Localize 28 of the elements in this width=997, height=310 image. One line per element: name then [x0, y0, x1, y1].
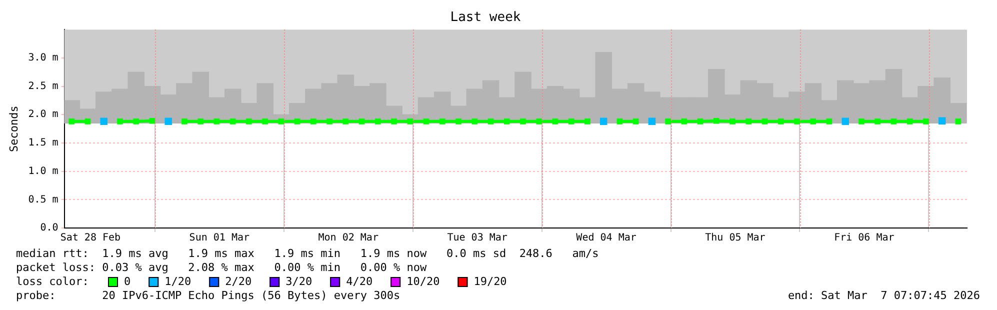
y-tick-label: 0.0	[40, 222, 58, 234]
text: packet loss: 0.03 % avg 2.08 % max 0.00 % min 0.00 % now	[16, 260, 427, 274]
legend-label: 1/20	[164, 274, 192, 288]
legend-label: 19/20	[474, 274, 507, 288]
text: probe: 20 IPv6-ICMP Echo Pings (56 Bytes) every 300s	[16, 288, 400, 302]
text: median rtt: 1.9 ms avg 1.9 ms max 1.9 ms min 1.9 ms now 0.0 ms sd 248.6 am/s	[16, 246, 599, 260]
x-tick-label: Sat 28 Feb	[60, 232, 121, 244]
legend-label: 4/20	[346, 274, 373, 288]
y-axis-title: Seconds	[7, 106, 20, 152]
legend-label: 0	[124, 274, 131, 288]
y-tick-label: 1.0 m	[28, 166, 58, 177]
legend-label: 3/20	[286, 274, 312, 288]
x-tick-label: Tue 03 Mar	[447, 232, 508, 244]
chart-title: Last week	[450, 10, 521, 26]
y-tick-label: 0.5 m	[28, 194, 58, 206]
x-tick-label: Fri 06 Mar	[834, 232, 894, 244]
x-tick-label: Mon 02 Mar	[318, 232, 378, 244]
x-tick-label: Thu 05 Mar	[705, 232, 766, 244]
legend-label: 2/20	[225, 274, 252, 288]
y-tick-label: 1.5 m	[28, 138, 58, 149]
x-tick-label: Wed 04 Mar	[576, 232, 636, 244]
y-tick-label: 2.0 m	[28, 109, 58, 120]
x-tick-label: Sun 01 Mar	[189, 232, 250, 244]
legend-title: loss color:	[16, 274, 89, 288]
text: end: Sat Mar 7 07:07:45 2026	[788, 288, 980, 302]
legend-label: 10/20	[406, 274, 440, 288]
y-tick-label: 2.5 m	[28, 80, 58, 92]
y-tick-label: 3.0 m	[28, 52, 58, 64]
